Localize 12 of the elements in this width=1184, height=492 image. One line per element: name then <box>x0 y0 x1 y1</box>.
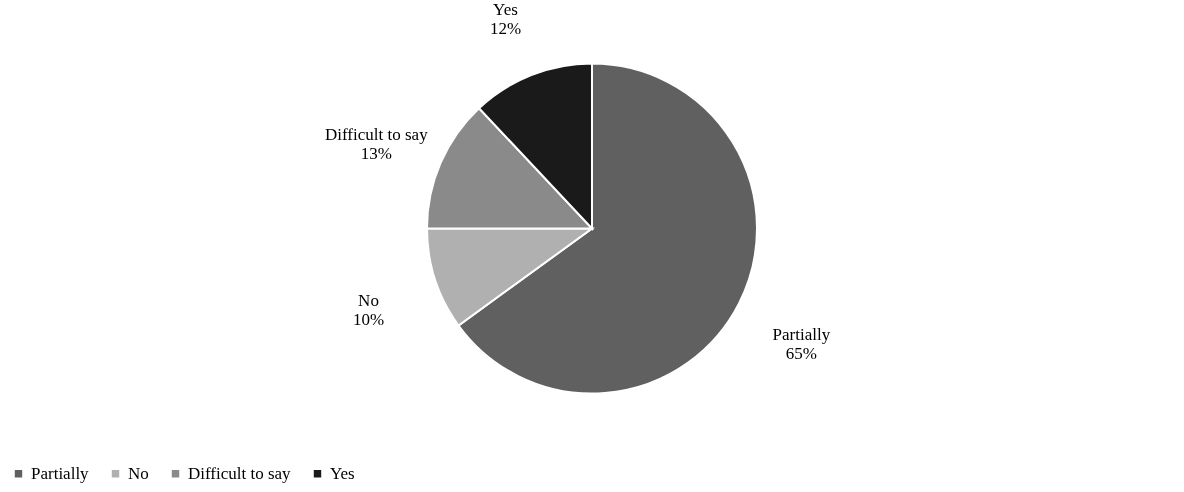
data-label: 65% <box>785 344 817 364</box>
data-label: 12% <box>489 19 522 38</box>
data-label: 13% <box>360 144 392 164</box>
data-label: 10% <box>352 310 385 330</box>
legend-label: Partially <box>31 463 90 483</box>
slice-label: Partially <box>772 325 831 345</box>
legend-label: Yes <box>330 463 355 483</box>
slice-label: Difficult to say <box>325 125 429 145</box>
legend-label: No <box>128 463 149 483</box>
slice-label: No <box>358 291 379 311</box>
slice-label: Yes <box>493 0 518 19</box>
legend-label: Difficult to say <box>188 463 292 483</box>
